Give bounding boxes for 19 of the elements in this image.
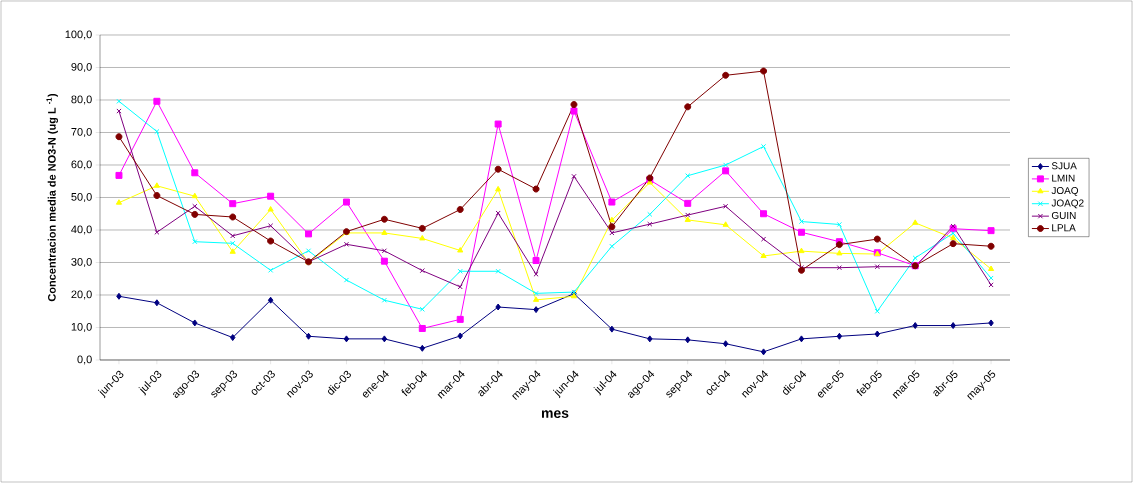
y-axis-title: Concentracion media de NO3-N (ug L $^{-1}$) (46, 93, 58, 302)
y-tick-label: 90,0 (71, 62, 92, 73)
y-tick-label: 60,0 (71, 160, 92, 170)
legend-label: SJUA (1051, 162, 1077, 170)
y-tick-label: 70,0 (71, 127, 92, 138)
legend-label: LPLA (1052, 224, 1076, 232)
y-tick-label: 20,0 (71, 290, 92, 300)
y-tick-label: 30,0 (71, 257, 92, 268)
y-tick-label: 0,0 (77, 355, 92, 365)
x-axis-title: mes (541, 410, 569, 418)
legend-label: JOAQ (1051, 187, 1079, 196)
legend-label: JOAQ2 (1051, 199, 1084, 209)
y-tick-label: 10,0 (71, 322, 92, 333)
legend-label: GUIN (1051, 211, 1076, 219)
y-tick-label: 50,0 (71, 192, 92, 203)
y-tick-label: 40,0 (71, 225, 92, 235)
y-tick-label: 80,0 (71, 95, 92, 105)
legend-label: LMIN (1052, 174, 1075, 182)
y-tick-label: 100,0 (65, 30, 92, 40)
